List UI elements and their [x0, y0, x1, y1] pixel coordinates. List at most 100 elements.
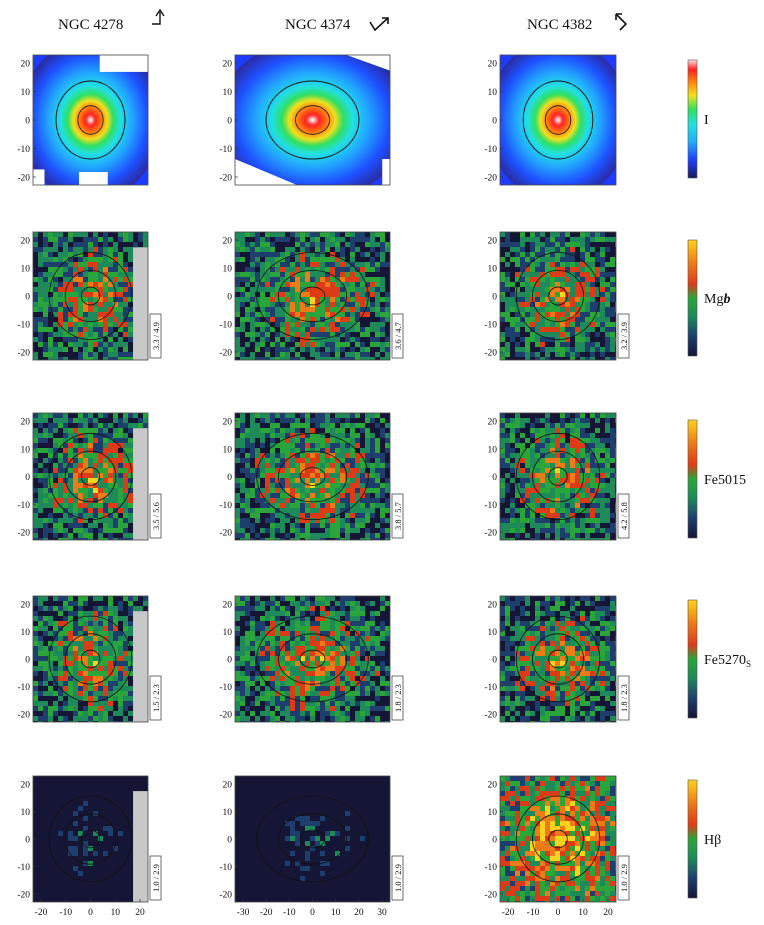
- map-image: [235, 776, 390, 902]
- colorbar-1: Mgb: [687, 239, 730, 357]
- x-tick-label: 10: [578, 908, 588, 918]
- y-tick-label: 0: [227, 836, 232, 846]
- y-tick-label: -10: [17, 501, 30, 511]
- map-panel-4-2: 1.0 / 2.9 20 10 0 -10 -20 -20 -10 0 10 20: [484, 775, 630, 918]
- y-tick-label: 10: [21, 628, 31, 638]
- map-image: [500, 776, 616, 902]
- map-image: [235, 413, 390, 540]
- x-tick-label: -20: [260, 908, 273, 918]
- y-tick-label: -20: [219, 711, 232, 721]
- x-tick-label: 10: [111, 908, 121, 918]
- y-tick-label: 10: [223, 265, 233, 275]
- map-panel-3-2: 1.8 / 2.3 20 10 0 -10 -20: [484, 595, 630, 723]
- map-image: [235, 55, 390, 185]
- map-image: [500, 413, 616, 540]
- y-tick-label: 20: [223, 781, 233, 791]
- intensity-core: [235, 55, 390, 185]
- y-tick-label: 10: [21, 445, 31, 455]
- range-label: 1.0 / 2.9: [391, 855, 404, 901]
- y-tick-label: -20: [484, 529, 497, 539]
- y-tick-label: -20: [17, 174, 30, 184]
- y-tick-label: 20: [21, 601, 31, 611]
- y-tick-label: 20: [488, 60, 498, 70]
- y-tick-label: 0: [25, 836, 30, 846]
- y-tick-label: 20: [21, 237, 31, 247]
- map-panel-3-0: 1.5 / 2.3 20 10 0 -10 -20: [17, 595, 162, 723]
- x-tick-label: 10: [331, 908, 341, 918]
- colorbar-column: I Mgb Fe5015 Fe5270S Hβ: [687, 59, 751, 899]
- y-tick-label: -10: [219, 321, 232, 331]
- y-tick-label: 10: [488, 445, 498, 455]
- map-image: [500, 596, 616, 722]
- range-label-text: 1.0 / 2.9: [393, 864, 403, 892]
- y-tick-label: 0: [25, 473, 30, 483]
- row-label: Hβ: [704, 833, 721, 848]
- y-tick-label: 0: [25, 293, 30, 303]
- y-tick-label: -10: [219, 501, 232, 511]
- x-tick-label: 20: [354, 908, 364, 918]
- map-panel-3-1: 1.8 / 2.3 20 10 0 -10 -20: [219, 595, 404, 723]
- masked-region: [133, 791, 148, 902]
- north-east-arrow-icon: [615, 13, 628, 31]
- x-tick-label: -20: [35, 908, 48, 918]
- range-label-text: 3.5 / 5.6: [151, 502, 161, 530]
- y-tick-label: 20: [21, 60, 31, 70]
- column-header-1: NGC 4374: [285, 17, 389, 33]
- y-tick-label: 0: [227, 293, 232, 303]
- x-tick-label: -30: [237, 908, 250, 918]
- row-label: Fe5015: [704, 473, 746, 488]
- x-tick-label: 0: [556, 908, 561, 918]
- y-tick-label: 20: [488, 418, 498, 428]
- map-image: [33, 776, 148, 902]
- map-panel-0-1: 20 10 0 -10 -20: [219, 54, 391, 186]
- y-tick-label: 0: [227, 656, 232, 666]
- y-tick-label: -10: [484, 863, 497, 873]
- range-label: 3.6 / 4.7: [391, 313, 404, 359]
- map-panel-2-0: 3.5 / 5.6 20 10 0 -10 -20: [17, 412, 162, 541]
- y-tick-label: 10: [223, 445, 233, 455]
- range-label-text: 1.8 / 2.3: [393, 684, 403, 712]
- y-tick-label: -20: [219, 174, 232, 184]
- map-image: [235, 596, 390, 722]
- masked-region: [133, 428, 148, 540]
- map-panel-4-0: 1.0 / 2.9 20 10 0 -10 -20 -20 -10 0 10 20: [17, 775, 162, 918]
- y-tick-label: -10: [484, 321, 497, 331]
- y-tick-label: 20: [21, 418, 31, 428]
- map-panel-1-1: 3.6 / 4.7 20 10 0 -10 -20: [219, 231, 404, 361]
- map-panel-2-1: 3.8 / 5.7 20 10 0 -10 -20: [219, 412, 404, 541]
- y-tick-label: 10: [223, 88, 233, 98]
- map-panel-0-0: 20 10 0 -10 -20: [17, 54, 149, 186]
- y-tick-label: 20: [223, 601, 233, 611]
- y-tick-label: 20: [223, 237, 233, 247]
- y-tick-label: -20: [219, 349, 232, 359]
- y-tick-label: 20: [223, 60, 233, 70]
- y-tick-label: -10: [484, 683, 497, 693]
- y-tick-label: 0: [25, 656, 30, 666]
- y-tick-label: 20: [223, 418, 233, 428]
- map-image: [500, 232, 616, 360]
- range-label: 3.5 / 5.6: [149, 493, 162, 539]
- range-label: 1.8 / 2.3: [391, 675, 404, 721]
- range-label-text: 1.0 / 2.9: [151, 864, 161, 892]
- y-tick-label: 20: [21, 781, 31, 791]
- y-tick-label: 0: [227, 117, 232, 127]
- map-image: [33, 232, 148, 360]
- y-tick-label: -10: [17, 145, 30, 155]
- x-tick-label: 20: [135, 908, 145, 918]
- y-tick-label: 0: [492, 473, 497, 483]
- range-label: 1.0 / 2.9: [617, 855, 630, 901]
- y-tick-label: 0: [492, 293, 497, 303]
- galaxy-name-2: NGC 4382: [527, 17, 592, 33]
- range-label: 1.0 / 2.9: [149, 855, 162, 901]
- row-label: Fe5270S: [704, 653, 751, 669]
- y-tick-label: -10: [219, 863, 232, 873]
- y-tick-label: -20: [219, 529, 232, 539]
- y-tick-label: 20: [488, 781, 498, 791]
- masked-region: [133, 611, 148, 722]
- intensity-core: [500, 55, 616, 185]
- y-tick-label: -20: [17, 349, 30, 359]
- y-tick-label: 10: [21, 808, 31, 818]
- galaxy-name-1: NGC 4374: [285, 17, 351, 33]
- y-tick-label: 10: [21, 265, 31, 275]
